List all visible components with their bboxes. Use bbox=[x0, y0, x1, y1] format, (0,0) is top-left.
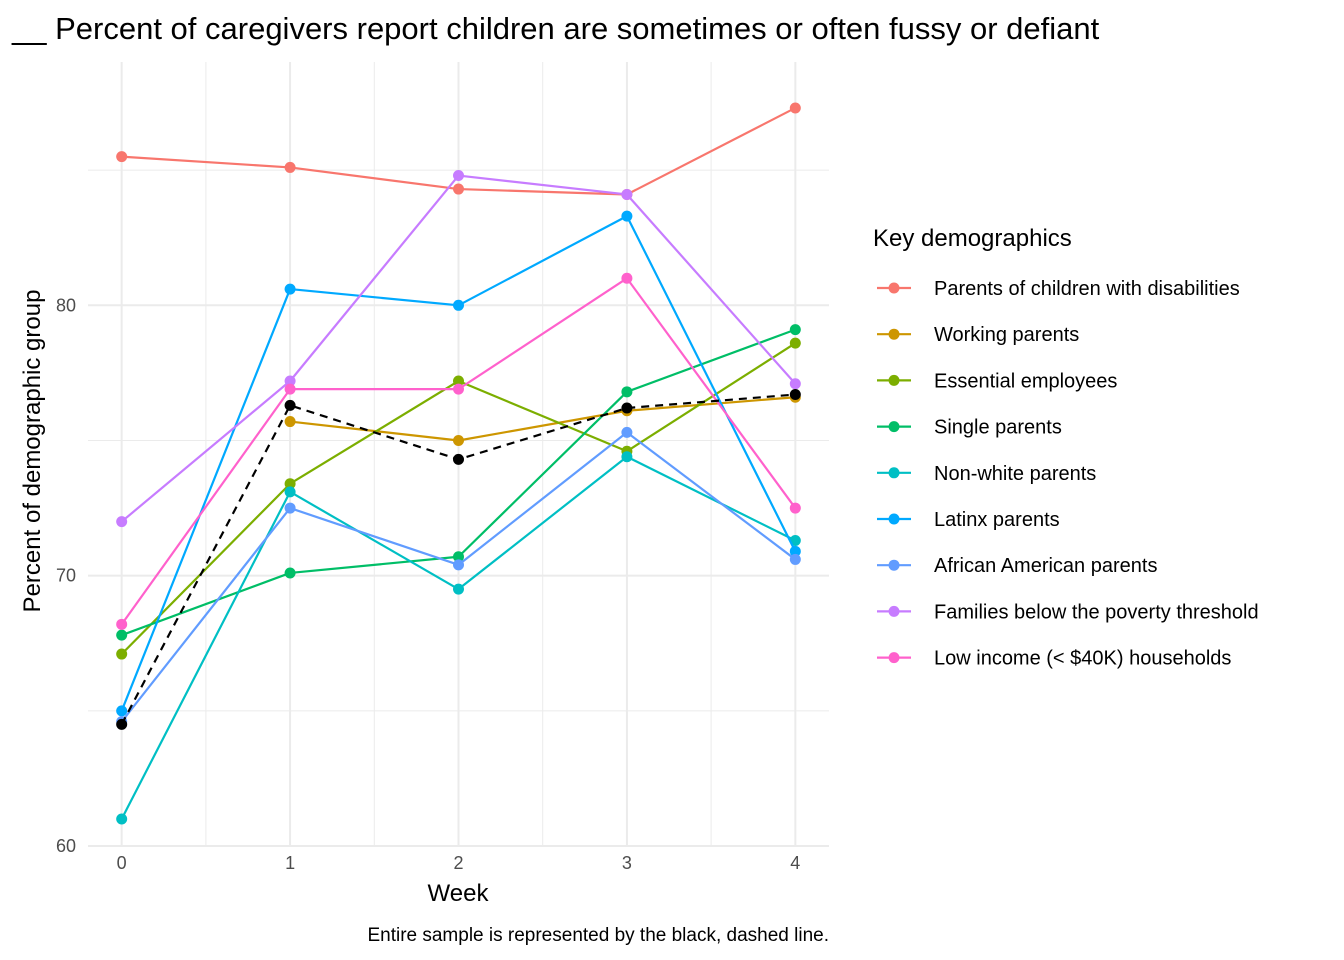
legend-item: African American parents bbox=[877, 555, 1157, 577]
demographic-4-series bbox=[116, 451, 801, 825]
entire-sample-point bbox=[284, 399, 296, 411]
legend-label: African American parents bbox=[934, 555, 1157, 577]
demographic-7-series bbox=[116, 170, 801, 528]
x-axis-ticks: 0 1 2 3 4 bbox=[117, 853, 801, 873]
y-tick-label: 80 bbox=[56, 295, 76, 315]
demographic-6-point bbox=[621, 426, 633, 438]
legend-item: Single parents bbox=[877, 417, 1062, 439]
legend-title: Key demographics bbox=[873, 225, 1072, 252]
demographic-7-point bbox=[116, 516, 128, 528]
legend-label: Families below the poverty threshold bbox=[934, 601, 1259, 623]
x-tick-label: 1 bbox=[285, 853, 295, 873]
legend-key-point bbox=[888, 421, 900, 433]
legend-label: Non-white parents bbox=[934, 463, 1096, 485]
x-tick-label: 0 bbox=[117, 853, 127, 873]
legend-label: Working parents bbox=[934, 324, 1079, 346]
legend-key-point bbox=[888, 282, 900, 294]
x-tick-label: 3 bbox=[622, 853, 632, 873]
demographic-5-point bbox=[621, 210, 633, 222]
entire-sample-point bbox=[453, 453, 464, 465]
demographic-4-point bbox=[116, 813, 128, 825]
legend-item: Families below the poverty threshold bbox=[877, 601, 1259, 623]
legend-key-point bbox=[888, 467, 900, 479]
demographic-4-point bbox=[789, 535, 801, 547]
demographic-6-point bbox=[284, 502, 296, 514]
entire-sample-point bbox=[621, 402, 633, 414]
demographic-5-point bbox=[284, 283, 296, 295]
legend-label: Single parents bbox=[934, 417, 1062, 439]
demographic-1-line bbox=[289, 396, 796, 442]
entire-sample-point bbox=[116, 718, 128, 730]
demographic-7-point bbox=[284, 375, 296, 387]
y-tick-label: 70 bbox=[56, 566, 76, 586]
legend-item: Low income (< $40K) households bbox=[877, 648, 1231, 670]
x-tick-label: 4 bbox=[790, 853, 800, 873]
demographic-4-point bbox=[284, 486, 296, 498]
demographic-0-point bbox=[789, 102, 801, 114]
demographic-0-point bbox=[453, 183, 464, 195]
demographic-8-series bbox=[116, 272, 801, 630]
demographic-6-point bbox=[789, 553, 801, 565]
legend-label: Parents of children with disabilities bbox=[934, 278, 1240, 300]
demographic-7-point bbox=[789, 378, 801, 390]
demographic-7-point bbox=[621, 188, 633, 200]
series-layer bbox=[116, 102, 801, 825]
legend-item: Non-white parents bbox=[877, 463, 1096, 485]
legend-key-point bbox=[888, 652, 900, 664]
demographic-3-point bbox=[453, 551, 464, 563]
legend-item: Latinx parents bbox=[877, 509, 1060, 531]
entire-sample-series bbox=[116, 389, 801, 730]
demographic-2-point bbox=[789, 337, 801, 349]
demographic-2-series bbox=[116, 337, 801, 660]
legend-label: Latinx parents bbox=[934, 509, 1060, 531]
demographic-8-point bbox=[453, 383, 464, 395]
demographic-6-point bbox=[453, 559, 464, 571]
demographic-4-point bbox=[621, 451, 633, 463]
y-tick-label: 60 bbox=[56, 836, 76, 856]
legend-item: Parents of children with disabilities bbox=[877, 278, 1240, 300]
y-axis-ticks: 60 70 80 bbox=[56, 295, 76, 856]
demographic-4-point bbox=[453, 583, 464, 595]
chart-title: __ Percent of caregivers report children… bbox=[11, 11, 1100, 46]
legend-key-point bbox=[888, 374, 900, 386]
demographic-1-point bbox=[453, 434, 464, 446]
legend-key-point bbox=[888, 605, 900, 617]
demographic-3-point bbox=[116, 629, 128, 641]
demographic-3-point bbox=[621, 386, 633, 398]
demographic-2-point bbox=[453, 375, 464, 387]
demographic-3-series bbox=[116, 324, 801, 641]
legend-item: Essential employees bbox=[877, 370, 1117, 392]
demographic-1-point bbox=[284, 416, 296, 428]
demographic-0-point bbox=[116, 151, 128, 163]
legend-key-point bbox=[888, 328, 900, 340]
legend-label: Low income (< $40K) households bbox=[934, 648, 1231, 670]
demographic-5-point bbox=[116, 705, 128, 717]
legend-label: Essential employees bbox=[934, 370, 1117, 392]
demographic-0-point bbox=[284, 161, 296, 173]
demographic-5-series bbox=[116, 210, 801, 717]
x-tick-label: 2 bbox=[453, 853, 463, 873]
demographic-5-point bbox=[453, 299, 464, 311]
demographic-3-point bbox=[284, 567, 296, 579]
legend-key-point bbox=[888, 559, 900, 571]
entire-sample-point bbox=[789, 389, 801, 401]
legend-items: Parents of children with disabilities Wor… bbox=[877, 278, 1259, 670]
demographic-8-point bbox=[789, 502, 801, 514]
demographic-3-point bbox=[789, 324, 801, 336]
demographic-5-point bbox=[789, 545, 801, 557]
y-axis-title: Percent of demographic group bbox=[19, 290, 46, 613]
demographic-7-point bbox=[453, 170, 464, 182]
legend-key-point bbox=[888, 513, 900, 525]
demographic-8-point bbox=[116, 618, 128, 630]
legend: Key demographics Parents of children wit… bbox=[873, 225, 1259, 670]
demographic-8-point bbox=[621, 272, 633, 284]
x-axis-title: Week bbox=[428, 880, 490, 907]
demographic-8-point bbox=[284, 383, 296, 395]
legend-item: Working parents bbox=[877, 324, 1079, 346]
chart-caption: Entire sample is represented by the blac… bbox=[367, 925, 829, 946]
demographic-2-point bbox=[284, 478, 296, 490]
demographic-2-point bbox=[116, 648, 128, 660]
